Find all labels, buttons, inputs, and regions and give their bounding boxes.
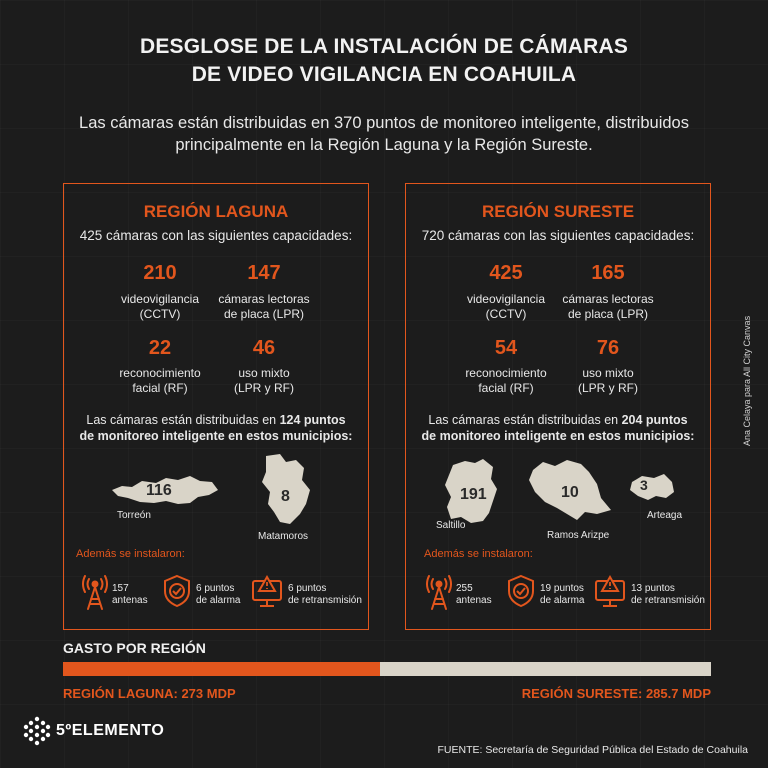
sureste-distribution-text: Las cámaras están distribuidas en 204 pu… bbox=[421, 413, 695, 443]
laguna-mixed-label: uso mixto (LPR y RF) bbox=[234, 366, 294, 395]
laguna-lpr-label: cámaras lectoras de placa (LPR) bbox=[218, 292, 310, 321]
sureste-mixed-value: 76 bbox=[596, 337, 620, 359]
shield-check-icon bbox=[508, 574, 534, 608]
sureste-alarm-text: 19 puntos de alarma bbox=[540, 583, 585, 606]
saltillo-label: Saltillo bbox=[436, 520, 466, 531]
torreon-map-icon bbox=[112, 476, 218, 504]
gasto-bar-sureste bbox=[380, 662, 711, 676]
sureste-rf-label: reconocimiento facial (RF) bbox=[465, 366, 547, 395]
gasto-laguna-label: REGIÓN LAGUNA: 273 MDP bbox=[63, 686, 236, 701]
monitor-alert-icon bbox=[252, 575, 282, 607]
laguna-lpr-value: 147 bbox=[247, 262, 281, 284]
matamoros-map-icon bbox=[262, 454, 310, 524]
laguna-cctv-value: 210 bbox=[143, 262, 177, 284]
antenna-icon bbox=[426, 575, 452, 610]
ramos-arizpe-count: 10 bbox=[561, 484, 579, 501]
laguna-alarm-text: 6 puntos de alarma bbox=[196, 583, 241, 606]
credit-text: Ana Celaya para All City Canvas bbox=[742, 315, 752, 446]
monitor-alert-icon bbox=[595, 575, 625, 607]
sureste-description: 720 cámaras con las siguientes capacidad… bbox=[421, 228, 695, 243]
laguna-title: REGIÓN LAGUNA bbox=[143, 202, 289, 221]
title-line-1: DESGLOSE DE LA INSTALACIÓN DE CÁMARAS bbox=[139, 35, 629, 58]
laguna-mixed-value: 46 bbox=[252, 337, 276, 359]
gasto-sureste-label: REGIÓN SURESTE: 285.7 MDP bbox=[521, 686, 711, 701]
page-title: DESGLOSE DE LA INSTALACIÓN DE CÁMARAS DE… bbox=[0, 33, 768, 89]
sureste-extra-label: Además se instalaron: bbox=[424, 548, 533, 560]
logo-icon bbox=[23, 716, 51, 746]
source-text: FUENTE: Secretaría de Seguridad Pública … bbox=[437, 744, 748, 756]
laguna-antennas-text: 157 antenas bbox=[112, 583, 148, 606]
laguna-retransmission-text: 6 puntos de retransmisión bbox=[288, 583, 362, 606]
sureste-antennas-text: 255 antenas bbox=[456, 583, 492, 606]
laguna-rf-label: reconocimiento facial (RF) bbox=[119, 366, 201, 395]
subtitle-line-1: Las cámaras están distribuidas en 370 pu… bbox=[79, 114, 689, 132]
laguna-panel bbox=[63, 183, 369, 630]
sureste-title: REGIÓN SURESTE bbox=[481, 202, 635, 221]
gasto-bar bbox=[63, 662, 711, 676]
title-line-2: DE VIDEO VIGILANCIA EN COAHUILA bbox=[191, 63, 577, 86]
sureste-lpr-label: cámaras lectoras de placa (LPR) bbox=[562, 292, 654, 321]
laguna-distribution-text: Las cámaras están distribuidas en 124 pu… bbox=[79, 413, 353, 443]
laguna-extra-label: Además se instalaron: bbox=[76, 548, 185, 560]
subtitle-line-2: principalmente en la Región Laguna y la … bbox=[175, 136, 593, 154]
sureste-cctv-label: videovigilancia (CCTV) bbox=[466, 292, 546, 321]
matamoros-count: 8 bbox=[281, 488, 290, 505]
laguna-cctv-label: videovigilancia (CCTV) bbox=[120, 292, 200, 321]
sureste-cctv-value: 425 bbox=[489, 262, 523, 284]
matamoros-label: Matamoros bbox=[258, 531, 309, 542]
torreon-count: 116 bbox=[146, 482, 172, 499]
antenna-icon bbox=[82, 575, 108, 610]
logo-text: 5ºELEMENTO bbox=[56, 722, 165, 739]
sureste-lpr-value: 165 bbox=[591, 262, 625, 284]
saltillo-map-icon bbox=[445, 459, 497, 523]
arteaga-count: 3 bbox=[640, 477, 648, 493]
arteaga-label: Arteaga bbox=[647, 510, 683, 521]
sureste-rf-value: 54 bbox=[494, 337, 518, 359]
laguna-description: 425 cámaras con las siguientes capacidad… bbox=[79, 228, 353, 243]
sureste-mixed-label: uso mixto (LPR y RF) bbox=[578, 366, 638, 395]
arteaga-map-icon bbox=[630, 474, 674, 500]
page-subtitle: Las cámaras están distribuidas en 370 pu… bbox=[40, 112, 728, 156]
shield-check-icon bbox=[164, 574, 190, 608]
ramos-arizpe-map-icon bbox=[529, 460, 611, 520]
saltillo-count: 191 bbox=[460, 486, 487, 503]
ramos-arizpe-label: Ramos Arizpe bbox=[547, 530, 610, 541]
laguna-rf-value: 22 bbox=[148, 337, 172, 359]
sureste-retransmission-text: 13 puntos de retransmisión bbox=[631, 583, 705, 606]
gasto-bar-laguna bbox=[63, 662, 380, 676]
torreon-label: Torreón bbox=[117, 510, 151, 521]
gasto-title: GASTO POR REGIÓN bbox=[63, 640, 206, 656]
sureste-panel bbox=[405, 183, 711, 630]
